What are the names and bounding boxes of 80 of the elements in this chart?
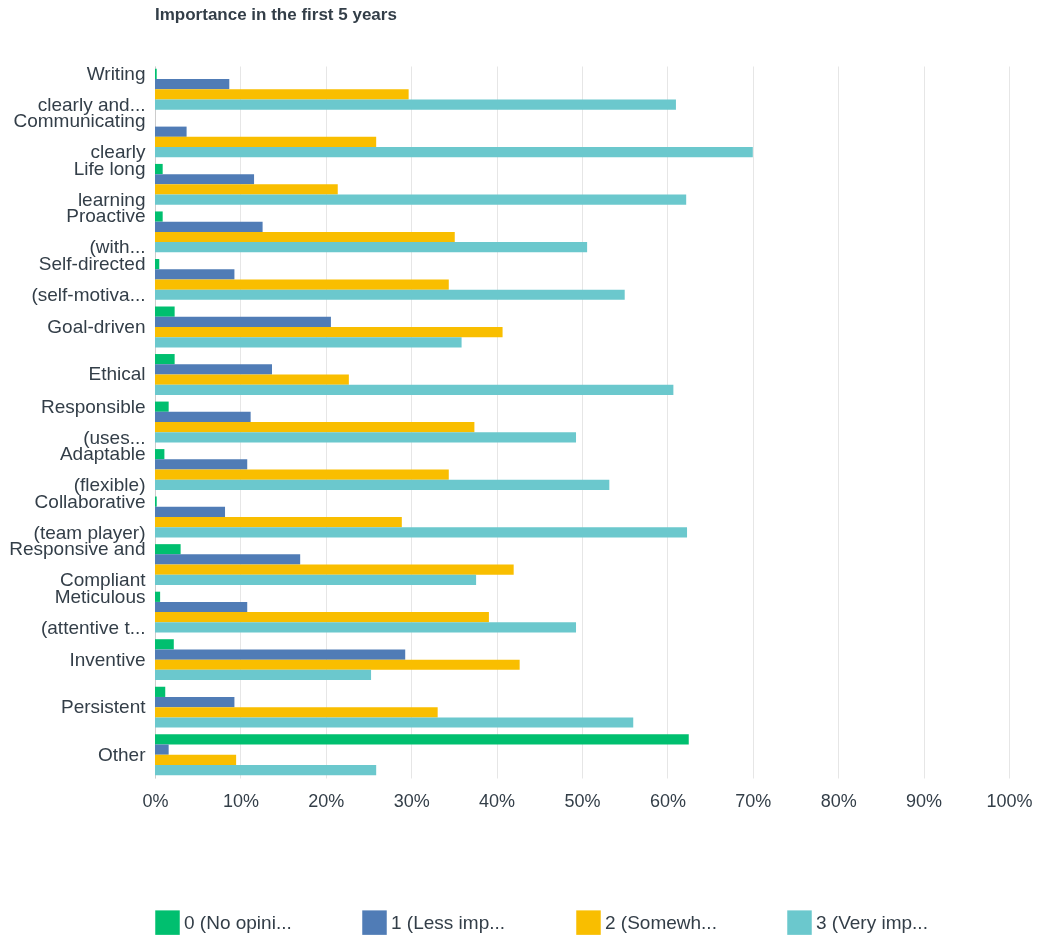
bar [155,669,372,681]
bar [155,479,610,490]
legend-label: 1 (Less imp... [391,911,506,933]
x-tick-label: 30% [393,790,430,811]
bar [155,163,163,175]
bar [155,184,338,195]
bar [155,686,166,697]
bar [155,401,169,412]
bar [155,411,251,422]
x-tick-label: 80% [820,790,857,811]
bar [155,459,248,470]
bar [155,544,181,555]
bar [155,754,237,765]
bar [155,279,449,290]
bar [155,707,438,718]
bar [155,432,577,443]
bar [155,231,455,243]
x-tick-label: 50% [564,790,601,811]
bar [155,364,272,375]
bar [155,659,520,670]
legend-label: 3 (Very imp... [816,911,928,933]
bar [155,384,674,395]
bar [155,422,475,433]
legend-label: 0 (No opini... [184,911,292,933]
bar [155,316,331,327]
bar [155,696,235,708]
bar [155,622,577,633]
bar [155,744,169,755]
y-tick-label: Writing clearly and... [37,62,146,115]
y-tick-label: Inventive [69,648,146,670]
bar [155,601,248,613]
bar [155,639,174,650]
x-tick-label: 100% [986,790,1033,811]
x-tick-label: 10% [222,790,259,811]
y-tick-label: Persistent [61,696,147,718]
bar [155,79,230,90]
x-tick-label: 0% [142,790,169,811]
bar [155,211,163,222]
bar [155,649,406,660]
bar [155,734,689,745]
bar [155,554,301,565]
x-tick-label: 70% [735,790,772,811]
x-tick-label: 60% [649,790,686,811]
x-tick-label: 40% [479,790,516,811]
bar [155,591,161,602]
bar [155,258,160,270]
bar [155,612,489,623]
bar [155,527,688,538]
bar [155,147,753,158]
legend-label: 2 (Somewh... [605,911,717,933]
bar [155,242,588,253]
bar [155,354,175,365]
bar [155,517,402,528]
bar [155,306,175,317]
bar [155,326,503,338]
bar [155,764,377,776]
bar [155,89,409,100]
bar [155,174,255,185]
bar [155,574,477,586]
bar [155,194,687,205]
bar [155,221,263,232]
bar [155,449,165,460]
bar [155,126,187,137]
x-tick-label: 90% [906,790,943,811]
bar [155,717,634,728]
bar [155,337,462,348]
y-tick-label: Responsible (uses... [40,395,146,448]
x-tick-label: 20% [308,790,345,811]
chart-title: Importance in the first 5 years [155,5,397,25]
bar [155,99,676,110]
bar [155,136,377,148]
bar [155,469,449,480]
bar [155,564,514,575]
bar [155,289,625,300]
bar [155,374,349,385]
bar [155,269,235,280]
y-tick-label: Ethical [88,363,146,385]
y-tick-label: Goal-driven [47,315,146,337]
y-tick-label: Other [97,743,147,765]
bar [155,506,226,518]
